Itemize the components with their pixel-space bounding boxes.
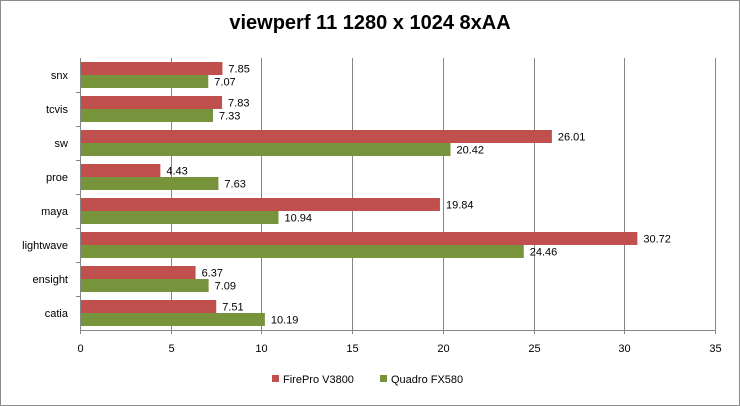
data-label: 7.85: [228, 64, 249, 76]
bar-ensight-0: [81, 266, 196, 279]
legend-label-0: FirePro V3800: [283, 374, 354, 386]
data-label: 7.51: [222, 302, 243, 314]
bar-proe-0: [81, 164, 161, 177]
data-label: 7.83: [228, 98, 249, 110]
axes: [76, 58, 716, 334]
data-label: 7.09: [215, 281, 236, 293]
bar-snx-0: [81, 62, 223, 75]
data-label: 7.07: [214, 77, 235, 89]
data-label: 19.84: [446, 200, 474, 212]
category-label-catia: catia: [45, 308, 69, 320]
x-tick-label: 0: [77, 343, 83, 355]
bar-ensight-1: [81, 279, 209, 292]
bar-maya-0: [81, 198, 440, 211]
x-tick-label: 25: [528, 343, 540, 355]
legend-label-1: Quadro FX580: [391, 374, 463, 386]
data-label: 20.42: [456, 145, 484, 157]
bar-sw-0: [81, 130, 552, 143]
chart-title: viewperf 11 1280 x 1024 8xAA: [229, 12, 511, 34]
bar-lightwave-1: [81, 245, 524, 258]
bars: [81, 62, 638, 326]
category-label-snx: snx: [51, 70, 69, 82]
data-label: 26.01: [558, 132, 586, 144]
category-label-sw: sw: [55, 138, 69, 150]
x-tick-label: 30: [618, 343, 630, 355]
bar-proe-1: [81, 177, 219, 190]
gridlines: [171, 58, 716, 330]
data-label: 4.43: [166, 166, 187, 178]
bar-lightwave-0: [81, 232, 638, 245]
bar-tcvis-0: [81, 96, 223, 109]
data-label: 30.72: [643, 234, 671, 246]
category-label-tcvis: tcvis: [46, 104, 69, 116]
category-label-lightwave: lightwave: [22, 240, 68, 252]
x-tick-label: 20: [437, 343, 449, 355]
labels: 0 5 10 15 20 25 30 35 snx 7.857.07 tcvis 7.837.33 sw…: [22, 64, 721, 356]
data-label: 7.63: [224, 179, 245, 191]
bar-catia-1: [81, 313, 265, 326]
bar-tcvis-1: [81, 109, 213, 122]
category-label-maya: maya: [41, 206, 69, 218]
data-label: 7.33: [219, 111, 240, 123]
bar-maya-1: [81, 211, 279, 224]
data-label: 10.19: [271, 315, 299, 327]
bar-snx-1: [81, 75, 209, 88]
data-label: 10.94: [284, 213, 312, 225]
legend-swatch-1: [380, 375, 387, 382]
bar-catia-0: [81, 300, 217, 313]
x-tick-label: 15: [346, 343, 358, 355]
legend: FirePro V3800 Quadro FX580: [272, 374, 463, 386]
data-label: 6.37: [202, 268, 223, 280]
bar-sw-1: [81, 143, 451, 156]
x-tick-label: 10: [255, 343, 267, 355]
x-tick-label: 35: [709, 343, 721, 355]
legend-swatch-0: [272, 375, 279, 382]
category-label-ensight: ensight: [33, 274, 68, 286]
x-tick-label: 5: [168, 343, 174, 355]
data-label: 24.46: [530, 247, 558, 259]
category-label-proe: proe: [46, 172, 68, 184]
